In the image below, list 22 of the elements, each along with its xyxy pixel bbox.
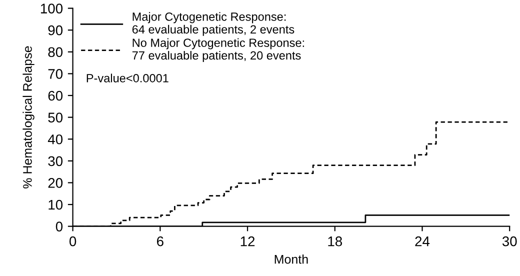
y-tick-label: 50 xyxy=(48,112,63,122)
annotation: P-value<0.0001 xyxy=(86,74,168,82)
y-tick-label: 80 xyxy=(48,47,63,58)
legend-label: Major Cytogenetic Response: 64 evaluable patients, 2 events xyxy=(132,12,294,36)
x-tick-label: 6 xyxy=(157,236,164,246)
y-tick-label: 20 xyxy=(48,178,63,188)
y-tick-label: 60 xyxy=(48,90,63,101)
y-tick-label: 90 xyxy=(48,25,63,36)
x-axis-title: Month xyxy=(274,254,308,264)
y-tick-label: 70 xyxy=(48,69,63,79)
y-tick-label: 10 xyxy=(48,200,63,210)
x-tick-label: 30 xyxy=(502,236,517,246)
legend-label: No Major Cytogenetic Response: 77 evaluable patients, 20 events xyxy=(132,38,304,62)
y-tick-label: 40 xyxy=(48,134,63,144)
y-tick-label: 0 xyxy=(56,222,63,232)
y-tick-label: 100 xyxy=(40,4,63,14)
x-tick-label: 18 xyxy=(328,236,342,246)
y-axis-title: % Hematological Relapse xyxy=(22,46,34,188)
x-tick-label: 12 xyxy=(240,236,255,246)
x-tick-label: 0 xyxy=(69,236,76,246)
x-tick-label: 24 xyxy=(415,236,430,246)
y-tick-label: 30 xyxy=(48,156,63,166)
